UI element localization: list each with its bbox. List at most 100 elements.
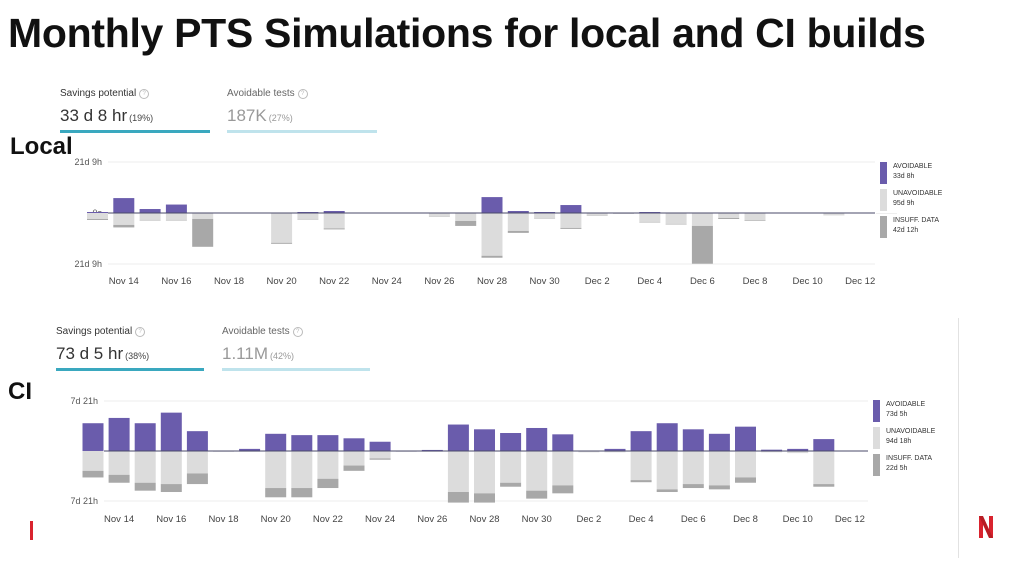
bar-unavoidable [656, 451, 678, 490]
bar-avoidable [682, 429, 704, 451]
legend-value: 33d 8h [893, 173, 915, 180]
bar-avoidable [481, 197, 503, 213]
bar-avoidable [369, 441, 391, 451]
bar-insuff-data [291, 488, 313, 498]
bar-unavoidable [507, 213, 529, 231]
bar-unavoidable [665, 213, 687, 224]
x-tick-label: Dec 12 [835, 514, 865, 525]
legend-item-insufficient[interactable]: INSUFF. DATA 22d 5h [873, 453, 1013, 479]
legend-item-avoidable[interactable]: AVOIDABLE 73d 5h [873, 400, 1013, 426]
bar-unavoidable [108, 451, 130, 475]
x-tick-label: Nov 28 [477, 276, 507, 287]
bar-unavoidable [165, 213, 187, 220]
x-tick-label: Dec 10 [793, 276, 823, 287]
bar-unavoidable [87, 213, 108, 219]
x-tick-label: Dec 2 [585, 276, 610, 287]
ci-avoidable-value: 1.11M (42%) [222, 344, 295, 363]
legend-item-unavoidable[interactable]: UNAVOIDABLE 95d 9h [880, 188, 1020, 215]
legend-swatch-unavoidable [880, 189, 887, 211]
slide-title: Monthly PTS Simulations for local and CI… [8, 10, 926, 56]
bar-unavoidable [708, 451, 730, 486]
bar-insuff-data [134, 482, 156, 491]
bar-insuff-data [474, 493, 495, 503]
bar-insuff-data [160, 484, 182, 493]
bar-insuff-data [718, 217, 740, 219]
bar-avoidable [160, 412, 182, 451]
bar-insuff-data [108, 474, 130, 483]
legend-label: AVOIDABLE [893, 163, 933, 170]
bar-unavoidable [813, 451, 835, 485]
bar-unavoidable [317, 451, 339, 479]
legend-item-insufficient[interactable]: INSUFF. DATA 42d 12h [880, 215, 1020, 241]
bar-avoidable [165, 204, 187, 213]
x-tick-label: Dec 10 [783, 514, 813, 525]
bar-avoidable [787, 448, 809, 451]
bar-avoidable [239, 448, 261, 451]
local-avoidable-value: 187K (27%) [227, 106, 293, 125]
legend-value: 73d 5h [886, 411, 908, 418]
bar-avoidable [265, 433, 287, 451]
help-icon[interactable]: ? [135, 327, 146, 337]
bar-avoidable [291, 435, 313, 451]
legend-item-avoidable[interactable]: AVOIDABLE 33d 8h [880, 162, 1020, 188]
bar-insuff-data [87, 218, 108, 220]
x-tick-label: Nov 20 [267, 276, 297, 287]
x-tick-label: Nov 16 [161, 276, 191, 287]
bar-avoidable [604, 448, 626, 451]
help-icon[interactable]: ? [297, 89, 308, 99]
bar-avoidable [317, 435, 339, 451]
bar-insuff-data [708, 485, 730, 490]
bar-unavoidable [82, 451, 104, 471]
bar-avoidable [552, 434, 574, 451]
legend-swatch-avoidable [873, 400, 880, 422]
x-tick-label: Nov 16 [156, 514, 186, 525]
bar-insuff-data [271, 242, 293, 244]
bar-avoidable [630, 431, 652, 451]
bar-insuff-data [82, 470, 104, 478]
bar-unavoidable [297, 213, 319, 219]
bar-unavoidable [630, 451, 652, 481]
bar-unavoidable [500, 451, 522, 483]
legend-swatch-insufficient [880, 216, 887, 238]
local-avoidable-tab-label[interactable]: Avoidable tests? [227, 88, 308, 99]
bar-unavoidable [761, 451, 783, 453]
help-icon[interactable]: ? [292, 327, 303, 337]
bar-unavoidable [323, 213, 345, 229]
bar-avoidable [761, 449, 783, 451]
bar-avoidable [82, 423, 104, 451]
x-tick-label: Dec 12 [845, 276, 875, 287]
bar-unavoidable [744, 213, 766, 221]
bar-unavoidable [552, 451, 574, 486]
bar-unavoidable [160, 451, 182, 485]
ci-avoidable-tab-label[interactable]: Avoidable tests? [222, 326, 303, 337]
bar-unavoidable [265, 451, 287, 489]
bar-insuff-data [500, 482, 522, 487]
bar-insuff-data [186, 473, 208, 485]
ci-savings-tab-label[interactable]: Savings potential? [56, 326, 146, 337]
legend-label: INSUFF. DATA [886, 455, 933, 462]
bar-insuff-data [552, 485, 574, 494]
legend-value: 95d 9h [893, 200, 915, 207]
bar-avoidable [560, 205, 582, 213]
bar-insuff-data [192, 218, 214, 247]
divider-line [958, 318, 959, 558]
bar-unavoidable [586, 213, 608, 215]
bar-avoidable [447, 424, 469, 451]
bar-unavoidable [639, 213, 661, 222]
ci-savings-tab-underline [56, 368, 204, 371]
local-savings-tab-label[interactable]: Savings potential? [60, 88, 150, 99]
y-tick-label: 7d 21h [70, 496, 98, 506]
x-tick-label: Dec 4 [629, 514, 654, 525]
bar-avoidable [735, 426, 756, 451]
x-tick-label: Dec 8 [743, 276, 768, 287]
bar-insuff-data [323, 228, 345, 230]
help-icon[interactable]: ? [139, 89, 150, 99]
bar-unavoidable [113, 213, 135, 225]
bar-unavoidable [447, 451, 469, 493]
bar-unavoidable [735, 451, 756, 478]
legend-swatch-avoidable [880, 162, 887, 184]
legend-item-unavoidable[interactable]: UNAVOIDABLE 94d 18h [873, 426, 1013, 453]
x-tick-label: Nov 26 [417, 514, 447, 525]
x-tick-label: Nov 26 [424, 276, 454, 287]
